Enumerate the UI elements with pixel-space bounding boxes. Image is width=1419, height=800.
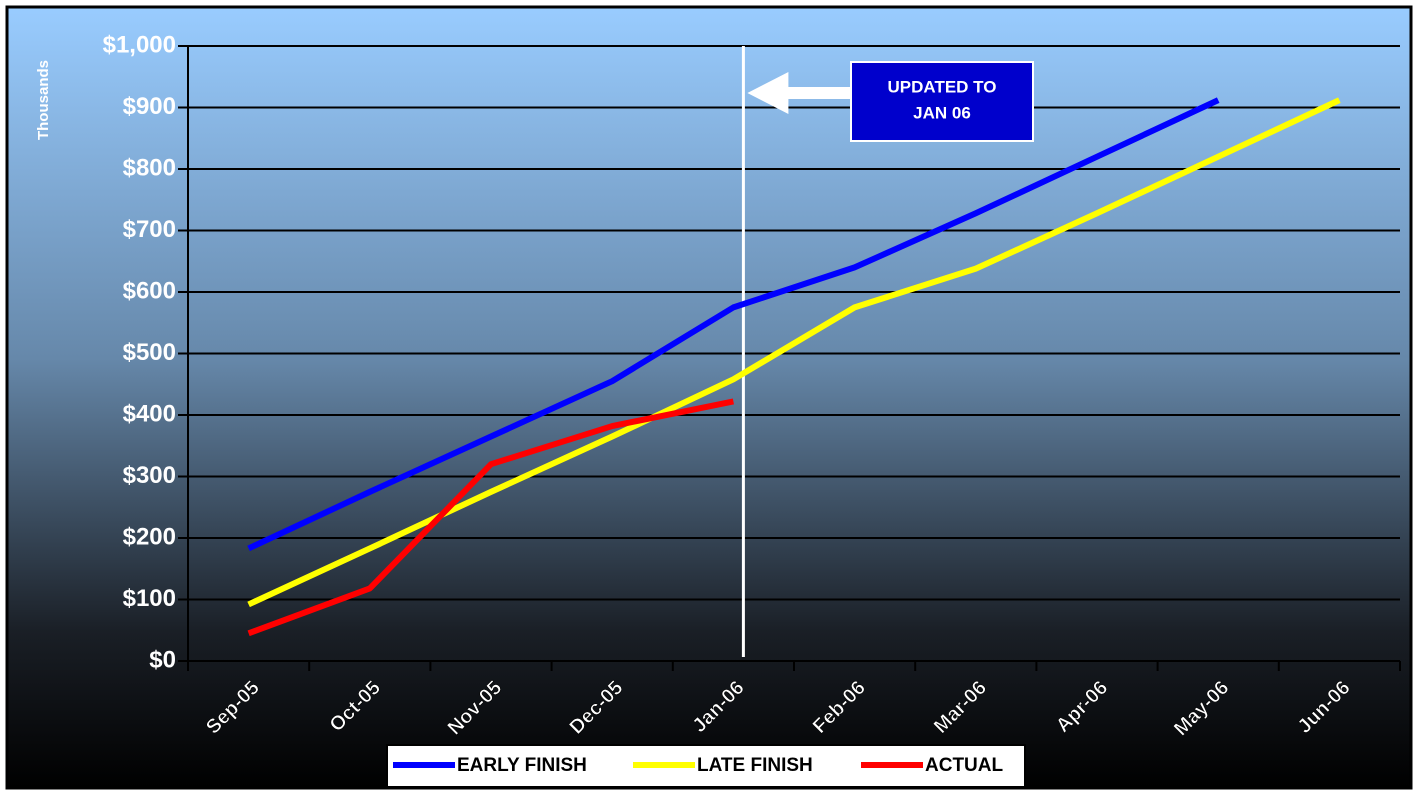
y-tick-label: $200	[123, 523, 176, 550]
annotation-box	[850, 61, 1034, 142]
series-line	[247, 97, 1220, 552]
arrow	[747, 72, 852, 114]
y-tick-label: $600	[123, 277, 176, 304]
y-tick-label: $300	[123, 462, 176, 489]
y-tick-label: $100	[123, 585, 176, 612]
y-tick-label: $1,000	[103, 31, 176, 58]
legend-label: EARLY FINISH	[457, 755, 587, 776]
annotation-text: UPDATED TO	[888, 77, 997, 96]
y-tick-label: $800	[123, 154, 176, 181]
y-tick-label: $700	[123, 216, 176, 243]
y-tick-label: $400	[123, 400, 176, 427]
y-tick-label: $500	[123, 339, 176, 366]
y-tick-label: $900	[123, 93, 176, 120]
legend-label: ACTUAL	[925, 755, 1003, 776]
annotation-text: JAN 06	[913, 103, 971, 122]
legend-label: LATE FINISH	[697, 755, 813, 776]
y-tick-label: $0	[149, 646, 176, 673]
chart-background	[5, 5, 1413, 790]
series-line	[247, 97, 1341, 608]
y-axis-label: Thousands	[35, 60, 52, 140]
series-line	[247, 398, 734, 637]
